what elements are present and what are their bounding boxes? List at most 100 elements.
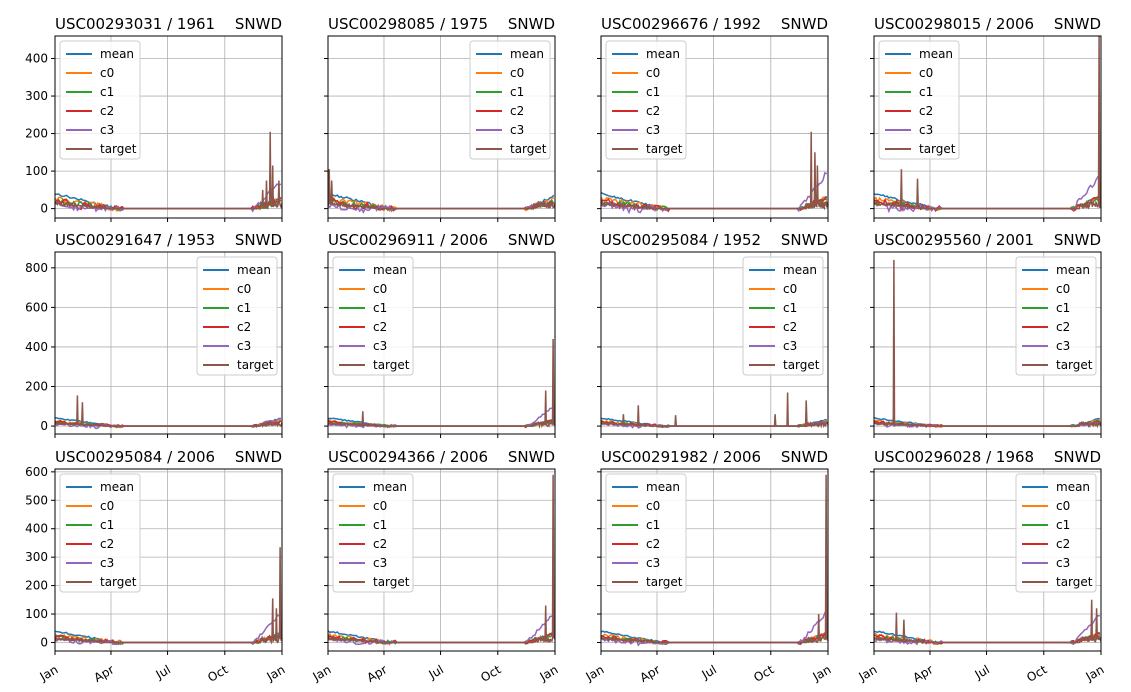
x-tick-label: Jan bbox=[1083, 662, 1107, 684]
subplot-title: USC00295084 / 1952 bbox=[601, 231, 761, 249]
legend-label: c2 bbox=[373, 537, 387, 551]
legend-label: mean bbox=[646, 480, 680, 494]
legend-label: mean bbox=[783, 263, 817, 277]
legend-label: c0 bbox=[100, 499, 114, 513]
legend-label: c1 bbox=[373, 301, 387, 315]
legend-label: c1 bbox=[100, 85, 114, 99]
legend-label: c0 bbox=[373, 282, 387, 296]
axes-frame bbox=[327, 35, 556, 219]
y-tick-label: 600 bbox=[25, 300, 48, 314]
axes-frame bbox=[327, 251, 556, 435]
subplot-title-right: SNWD bbox=[235, 231, 282, 249]
legend-label: c3 bbox=[783, 339, 797, 353]
x-tick-label: Jul bbox=[972, 662, 992, 682]
subplot-title-right: SNWD bbox=[781, 231, 828, 249]
legend: mean c0 c1 c2 c3 target bbox=[605, 473, 687, 593]
legend-label: c0 bbox=[919, 66, 933, 80]
axes-frame bbox=[600, 35, 829, 219]
subplot-title-right: SNWD bbox=[1054, 231, 1101, 249]
axes-frame bbox=[327, 468, 556, 652]
subplot-title: USC00291982 / 2006 bbox=[601, 448, 761, 466]
subplot-title-right: SNWD bbox=[1054, 15, 1101, 33]
subplot-title: USC00296676 / 1992 bbox=[601, 15, 761, 33]
y-tick-label: 300 bbox=[25, 89, 48, 103]
subplot-title: USC00295560 / 2001 bbox=[874, 231, 1034, 249]
series-target bbox=[327, 169, 556, 210]
legend-label: c3 bbox=[646, 123, 660, 137]
legend: mean c0 c1 c2 c3 target bbox=[1015, 256, 1097, 376]
y-tick-label: 600 bbox=[25, 465, 48, 479]
legend-label: target bbox=[100, 142, 137, 156]
y-tick-label: 200 bbox=[25, 380, 48, 394]
subplot-1: USC00298085 / 1975 SNWD mean c0 c1 c2 c3 target bbox=[324, 15, 556, 222]
subplot-title: USC00298015 / 2006 bbox=[874, 15, 1034, 33]
legend-label: c3 bbox=[100, 556, 114, 570]
subplot-10: Jan Apr Jul Oct Jan USC00291982 / 2006 SNWD mea… bbox=[583, 448, 834, 685]
y-tick-label: 100 bbox=[25, 164, 48, 178]
subplot-5: USC00296911 / 2006 SNWD mean c0 c1 c2 c3 target bbox=[324, 231, 556, 438]
legend-label: c1 bbox=[1056, 518, 1070, 532]
subplot-title: USC00291647 / 1953 bbox=[55, 231, 215, 249]
subplot-7: USC00295560 / 2001 SNWD mean c0 c1 c2 c3 target bbox=[870, 231, 1102, 438]
legend: mean c0 c1 c2 c3 target bbox=[332, 256, 414, 376]
legend-label: c0 bbox=[510, 66, 524, 80]
x-tick-label: Jan bbox=[583, 662, 607, 684]
y-tick-label: 200 bbox=[25, 127, 48, 141]
y-tick-label: 500 bbox=[25, 493, 48, 507]
legend-label: c0 bbox=[1056, 282, 1070, 296]
subplot-title: USC00296028 / 1968 bbox=[874, 448, 1034, 466]
x-tick-label: Oct bbox=[478, 662, 503, 685]
legend: mean c0 c1 c2 c3 target bbox=[332, 473, 414, 593]
series-target bbox=[873, 259, 1102, 429]
legend-label: mean bbox=[100, 480, 134, 494]
subplot-title: USC00294366 / 2006 bbox=[328, 448, 488, 466]
subplot-title: USC00296911 / 2006 bbox=[328, 231, 488, 249]
subplot-8: Jan Apr Jul Oct Jan 0 100 200 300 400 500 600 USC002… bbox=[25, 448, 287, 685]
legend-label: c3 bbox=[1056, 339, 1070, 353]
subplot-title-right: SNWD bbox=[781, 15, 828, 33]
legend-label: c2 bbox=[100, 537, 114, 551]
y-tick-label: 400 bbox=[25, 340, 48, 354]
legend-label: target bbox=[237, 358, 274, 372]
legend-label: target bbox=[100, 575, 137, 589]
legend-label: c1 bbox=[646, 518, 660, 532]
y-tick-label: 300 bbox=[25, 550, 48, 564]
legend: mean c0 c1 c2 c3 target bbox=[605, 40, 687, 160]
y-tick-label: 800 bbox=[25, 261, 48, 275]
x-tick-label: Jan bbox=[37, 662, 61, 684]
legend-label: c3 bbox=[373, 556, 387, 570]
legend-label: c1 bbox=[237, 301, 251, 315]
subplot-title-right: SNWD bbox=[508, 15, 555, 33]
subplot-title-right: SNWD bbox=[235, 15, 282, 33]
legend-label: c1 bbox=[919, 85, 933, 99]
legend-label: target bbox=[1056, 358, 1093, 372]
subplot-title-right: SNWD bbox=[781, 448, 828, 466]
legend-label: c3 bbox=[237, 339, 251, 353]
series-target bbox=[873, 599, 1102, 644]
y-tick-label: 200 bbox=[25, 579, 48, 593]
legend-label: c1 bbox=[783, 301, 797, 315]
subplot-0: 0 100 200 300 400 USC00293031 / 1961 SNWD mean c… bbox=[25, 15, 283, 222]
subplot-title-right: SNWD bbox=[508, 448, 555, 466]
legend-label: c2 bbox=[510, 104, 524, 118]
axes-frame bbox=[54, 251, 283, 435]
axes-frame bbox=[54, 35, 283, 219]
legend-label: c2 bbox=[1056, 320, 1070, 334]
legend-label: c3 bbox=[373, 339, 387, 353]
axes-frame bbox=[600, 251, 829, 435]
legend-label: c0 bbox=[646, 66, 660, 80]
legend-label: mean bbox=[373, 263, 407, 277]
axes-frame bbox=[873, 35, 1102, 219]
x-tick-label: Apr bbox=[91, 662, 116, 685]
series-target bbox=[54, 547, 283, 645]
legend-label: target bbox=[646, 142, 683, 156]
y-tick-label: 400 bbox=[25, 522, 48, 536]
legend-label: c0 bbox=[783, 282, 797, 296]
legend-label: c3 bbox=[510, 123, 524, 137]
series-target bbox=[873, 35, 1102, 210]
legend-label: c2 bbox=[1056, 537, 1070, 551]
subplot-title-right: SNWD bbox=[235, 448, 282, 466]
legend-label: target bbox=[373, 575, 410, 589]
x-tick-label: Oct bbox=[751, 662, 776, 685]
